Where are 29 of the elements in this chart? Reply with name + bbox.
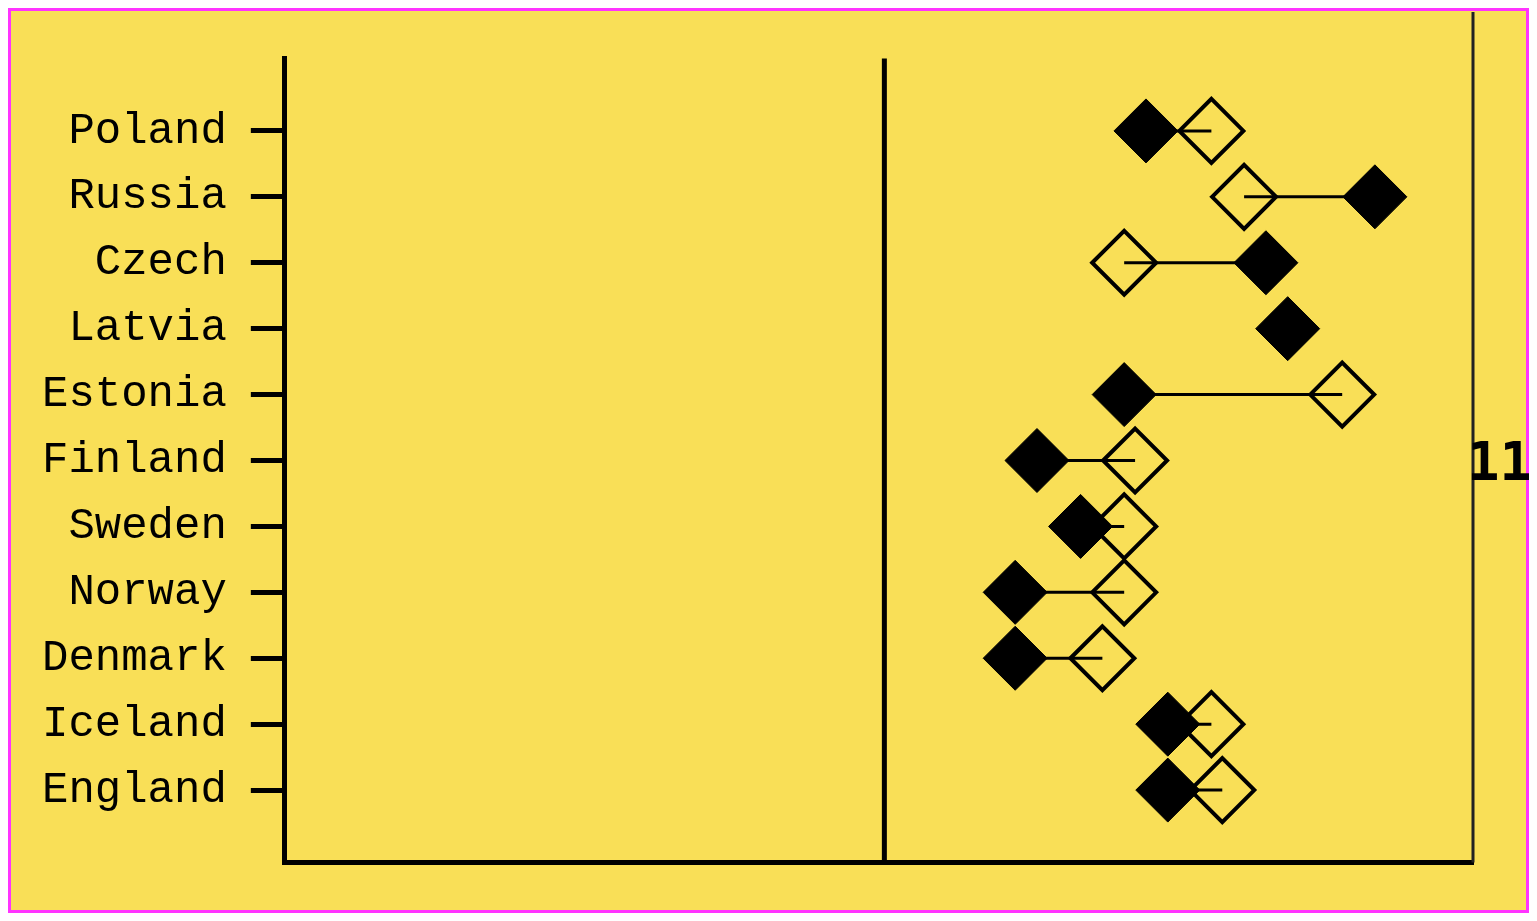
- y-tick-label: Denmark: [41, 632, 227, 683]
- point: [1048, 493, 1114, 559]
- y-tick-label: Finland: [41, 435, 227, 486]
- y-tick-label: Estonia: [41, 369, 227, 420]
- point: [1090, 228, 1159, 297]
- y-tick-label: Iceland: [41, 698, 227, 749]
- point: [982, 625, 1048, 691]
- point: [1210, 162, 1279, 231]
- point: [1255, 296, 1321, 362]
- y-tick-label: Sweden: [68, 501, 227, 552]
- y-tick-label: Poland: [68, 105, 227, 156]
- y-tick-label: Czech: [94, 237, 227, 288]
- y-tick-label: Russia: [68, 171, 227, 222]
- point: [1068, 624, 1137, 693]
- point: [1308, 360, 1377, 429]
- y-tick-label: Norway: [68, 566, 227, 617]
- point: [1091, 362, 1157, 428]
- point: [1101, 426, 1170, 495]
- point: [982, 559, 1048, 625]
- point: [1177, 96, 1246, 165]
- point: [1090, 558, 1159, 627]
- point: [1135, 757, 1201, 823]
- y-tick-label: Latvia: [68, 303, 227, 354]
- point: [1342, 164, 1408, 230]
- y-tick-label: England: [41, 764, 227, 815]
- point: [1135, 691, 1201, 757]
- point: [1233, 230, 1299, 296]
- point: [1113, 98, 1179, 164]
- point: [1004, 428, 1070, 493]
